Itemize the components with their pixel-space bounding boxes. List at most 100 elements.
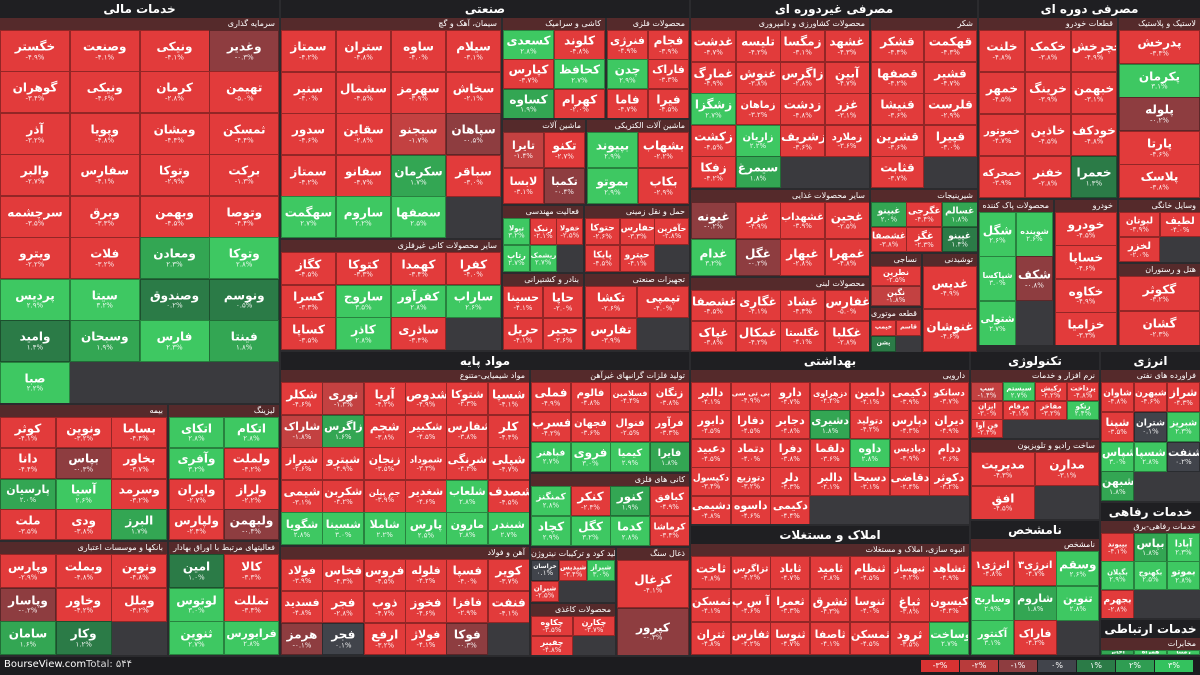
sector-title[interactable]: بهداشتی [691, 352, 969, 370]
stock-tile[interactable]: خمحرکه -۳.۹% [979, 156, 1025, 198]
stock-tile[interactable]: شوینده ۲.۶% [1016, 212, 1053, 257]
industry-group-title[interactable]: بیمه [0, 405, 167, 417]
stock-tile[interactable]: غمهرا -۴.۸% [824, 239, 869, 276]
stock-tile[interactable]: همراه [1134, 650, 1167, 655]
stock-tile[interactable]: وپارس -۲.۹% [0, 554, 56, 588]
stock-tile[interactable]: کمنگنز ۲.۸% [531, 486, 571, 516]
stock-tile[interactable]: شسپا -۴.۱% [487, 382, 529, 415]
stock-tile[interactable]: مرقام -۴.۱% [1003, 400, 1035, 420]
stock-tile[interactable]: حتوکا -۲.۶% [585, 218, 620, 245]
stock-tile[interactable]: پارسیان ۲.۰% [0, 478, 56, 510]
stock-tile[interactable]: فایرا ۱.۸% [649, 442, 689, 472]
stock-tile[interactable]: خکاوه -۴.۹% [1055, 278, 1117, 313]
stock-tile[interactable]: قثابت -۳.۷% [871, 156, 924, 188]
stock-tile[interactable]: گشان -۲.۳% [1119, 310, 1200, 345]
stock-tile[interactable]: زشریف -۳.۶% [780, 124, 825, 157]
stock-tile[interactable]: سکرمان ۱.۷% [391, 154, 446, 197]
stock-tile[interactable]: کساپا -۳.۵% [281, 317, 336, 350]
stock-tile[interactable]: بساما -۴.۴% [111, 417, 167, 448]
industry-group-title[interactable]: نرم افزار و خدمات [971, 370, 1099, 382]
stock-tile[interactable]: ثاصفا -۴.۱% [810, 622, 851, 655]
stock-tile[interactable]: قشیر -۴.۷% [924, 61, 977, 94]
stock-tile[interactable]: ذوب -۴.۷% [363, 591, 406, 623]
stock-tile[interactable]: ثمسکن -۴.۱% [691, 589, 731, 622]
stock-tile[interactable]: ملت -۳.۵% [0, 509, 56, 540]
sector-title[interactable]: تکنولوژی [971, 352, 1099, 370]
stock-tile[interactable]: سهگمت ۲.۷% [281, 196, 336, 238]
stock-tile[interactable]: غگز -۲.۳% [906, 227, 943, 252]
stock-tile[interactable]: سیمرغ ۱.۸% [735, 156, 781, 188]
stock-tile[interactable]: فولاد -۳.۹% [281, 559, 323, 591]
stock-tile[interactable]: خموتور -۴.۷% [979, 114, 1025, 156]
stock-tile[interactable]: فجر ۰.۱% [322, 623, 365, 655]
stock-tile[interactable]: ثامید -۳.۸% [810, 556, 851, 589]
stock-tile[interactable]: مدیریت -۴.۳% [971, 452, 1035, 486]
stock-tile[interactable]: دالبر -۴.۱% [810, 467, 851, 497]
stock-tile[interactable]: دفارا -۴.۵% [730, 410, 771, 440]
stock-tile[interactable]: ثمسکن -۴.۵% [849, 622, 890, 655]
stock-tile[interactable]: وغدیر -۰.۳% [209, 30, 279, 72]
stock-tile[interactable]: سشمال -۴.۵% [336, 71, 391, 114]
stock-tile[interactable]: فاما -۴.۷% [607, 88, 648, 118]
stock-tile[interactable]: ثفارس -۴.۲% [730, 622, 771, 655]
industry-group-title[interactable]: خدمات رفاهی-برق [1101, 521, 1200, 533]
industry-group-title[interactable]: فعالیت مهندسی [503, 206, 583, 218]
stock-tile[interactable]: دزهراوی -۴.۴% [810, 382, 851, 411]
sector-title[interactable]: املاک و مستغلات [691, 526, 969, 544]
stock-tile[interactable]: وآفری ۳.۲% [169, 447, 224, 479]
stock-tile[interactable]: وپویا -۴.۸% [69, 112, 140, 155]
stock-tile[interactable]: غگرجی -۴.۴% [906, 202, 943, 227]
stock-tile[interactable]: کتوکا -۳.۳% [336, 252, 391, 285]
stock-tile[interactable]: ثباغ -۳.۸% [889, 589, 930, 622]
stock-tile[interactable]: زمگسا -۳.۱% [780, 30, 825, 62]
stock-tile[interactable]: انرژی۱ -۴.۸% [971, 551, 1014, 586]
stock-tile[interactable]: لخزر -۲.۰% [1119, 237, 1160, 262]
stock-tile[interactable]: شپنا -۳.۵% [1101, 411, 1134, 442]
stock-tile[interactable]: والبر -۲.۷% [0, 154, 70, 197]
stock-tile[interactable]: ویترو -۲.۲% [0, 237, 70, 280]
stock-tile[interactable]: غسالم ۱.۸% [941, 202, 977, 227]
stock-tile[interactable]: قصفها -۴.۲% [871, 61, 924, 94]
stock-tile[interactable]: چکارن -۳.۷% [573, 616, 615, 636]
stock-tile[interactable]: سپ -۱.۴% [971, 382, 1003, 401]
stock-tile[interactable]: لابسا -۳.۱% [503, 168, 544, 204]
stock-tile[interactable]: آکنتور ۳.۱% [971, 620, 1014, 655]
stock-tile[interactable]: نوری -۱.۳% [322, 382, 365, 415]
stock-tile[interactable]: سبجنو -۱.۷% [391, 113, 446, 156]
industry-group-title[interactable]: شکر [871, 18, 977, 30]
stock-tile[interactable]: کسرا -۳.۳% [281, 284, 336, 318]
stock-tile[interactable]: پارس ۲.۵% [405, 512, 447, 545]
industry-group-title[interactable]: تولید کود و ترکیبات نیتروژن [531, 548, 615, 560]
stock-tile[interactable]: دلر -۴.۳% [770, 467, 811, 497]
stock-tile[interactable]: دیران -۴.۹% [929, 410, 969, 440]
stock-tile[interactable]: صبا ۲.۲% [0, 361, 70, 403]
stock-tile[interactable]: بپاس ۱.۸% [1134, 533, 1167, 562]
stock-tile[interactable]: آذر -۳.۲% [0, 112, 70, 155]
stock-tile[interactable]: کویر -۳.۷% [487, 559, 529, 591]
stock-tile[interactable]: دسبحا -۳.۱% [849, 467, 890, 497]
stock-tile[interactable]: دعبید -۴.۵% [691, 438, 731, 468]
stock-tile[interactable]: سباقر -۳.۰% [446, 154, 501, 197]
stock-tile[interactable]: فسپا -۴.۰% [446, 559, 489, 591]
stock-tile[interactable]: غگل -۰.۲% [735, 239, 781, 276]
stock-tile[interactable]: فارس ۲.۳% [139, 320, 210, 363]
stock-tile[interactable]: زنگان -۳.۸% [649, 382, 689, 412]
industry-group-title[interactable]: فراورده های نفتی [1101, 370, 1200, 382]
stock-tile[interactable]: افق -۴.۵% [971, 485, 1035, 519]
stock-tile[interactable]: قشکر -۴.۴% [871, 30, 924, 62]
stock-tile[interactable]: بجهرم -۲.۸% [1101, 589, 1134, 618]
stock-tile[interactable]: دتماد -۴.۰% [730, 438, 771, 468]
stock-tile[interactable]: آریا -۴.۲% [363, 382, 406, 415]
stock-tile[interactable]: زماهان -۳.۲% [735, 93, 781, 126]
stock-tile[interactable]: تایرا -۱.۴% [503, 132, 544, 168]
stock-tile[interactable]: داوه ۲.۸% [849, 438, 890, 468]
stock-tile[interactable]: دشیمی -۴.۸% [691, 495, 731, 524]
stock-tile[interactable]: حریل -۴.۱% [503, 318, 543, 350]
stock-tile[interactable]: شپترو -۴.۹% [322, 447, 365, 481]
stock-tile[interactable]: سنیر -۴.۰% [281, 71, 336, 114]
industry-group-title[interactable]: قطعات خودرو [979, 18, 1117, 30]
industry-group-title[interactable]: تولید فلزات گرانبهای غیرآهن [531, 370, 689, 382]
stock-tile[interactable]: ثاخت -۴.۸% [691, 556, 731, 589]
stock-tile[interactable]: وساخت ۲.۷% [929, 622, 969, 655]
stock-tile[interactable]: ونیکی -۴.۶% [69, 71, 140, 114]
